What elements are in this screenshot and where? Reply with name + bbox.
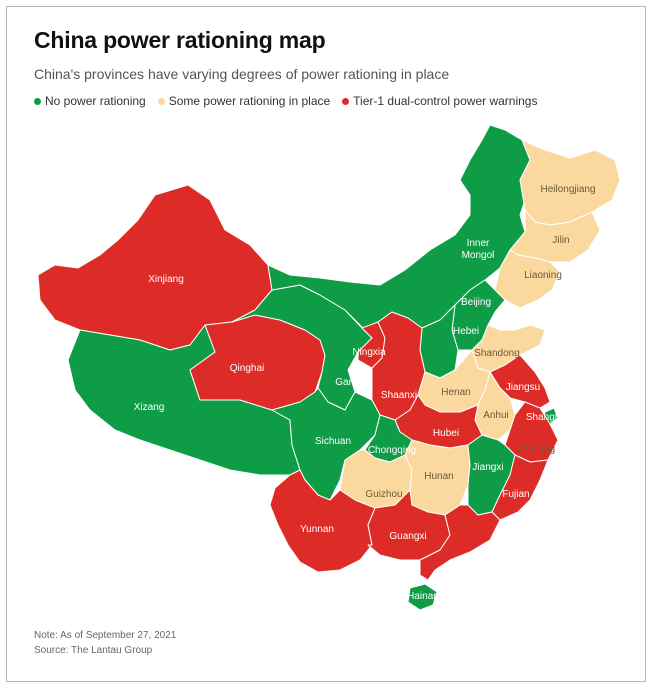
label-anhui: Anhui <box>483 410 509 421</box>
label-henan: Henan <box>441 387 470 398</box>
label-qinghai: Qinghai <box>230 363 264 374</box>
legend-item-tier1: Tier-1 dual-control power warnings <box>342 94 537 108</box>
footnote: Note: As of September 27, 2021 Source: T… <box>34 628 176 658</box>
legend-dot-some <box>157 97 165 105</box>
label-chongqing: Chongqing <box>368 445 416 456</box>
region-heilongjiang[interactable] <box>519 139 621 226</box>
label-inner-mongol-1: Inner <box>467 238 490 249</box>
label-xizang: Xizang <box>134 402 165 413</box>
label-sichuan: Sichuan <box>315 436 351 447</box>
label-jiangxi: Jiangxi <box>472 462 503 473</box>
label-shaanxi: Shaanxi <box>381 390 417 401</box>
legend-label-tier1: Tier-1 dual-control power warnings <box>353 94 538 108</box>
legend-dot-tier1 <box>342 97 350 105</box>
label-hunan: Hunan <box>424 471 453 482</box>
label-yunnan: Yunnan <box>300 524 334 535</box>
map-title: China power rationing map <box>34 27 326 53</box>
label-shandong: Shandong <box>474 348 520 359</box>
label-guangxi: Guangxi <box>389 531 426 542</box>
legend-label-some: Some power rationing in place <box>168 94 331 108</box>
label-hainan: Hainan <box>407 591 439 602</box>
label-xinjiang: Xinjiang <box>148 274 184 285</box>
map-subtitle: China's provinces have varying degrees o… <box>34 66 450 82</box>
label-inner-mongol-2: Mongol <box>462 250 495 261</box>
label-ningxia: Ningxia <box>352 347 386 358</box>
label-liaoning: Liaoning <box>524 270 562 281</box>
label-hebei: Hebei <box>453 326 479 337</box>
region-guangdong[interactable] <box>419 504 501 581</box>
label-hubei: Hubei <box>433 428 459 439</box>
legend: No power rationing Some power rationing … <box>34 94 537 108</box>
label-heilongjiang: Heilongjiang <box>540 184 595 195</box>
label-shanghai: Shanghai <box>526 412 568 423</box>
region-hainan[interactable] <box>407 583 438 611</box>
legend-dot-none <box>34 97 41 105</box>
legend-item-some: Some power rationing in place <box>157 94 331 108</box>
province-labels: Heilongjiang Jilin Liaoning Inner Mongol… <box>134 184 596 602</box>
label-zhejiang: Zhejiang <box>517 444 555 455</box>
label-guizhou: Guizhou <box>365 489 402 500</box>
label-jilin: Jilin <box>552 235 569 246</box>
label-beijing: Beijing <box>461 297 491 308</box>
label-jiangsu: Jiangsu <box>506 382 540 393</box>
legend-item-none: No power rationing <box>34 94 146 108</box>
source-text: Source: The Lantau Group <box>34 645 153 656</box>
legend-label-none: No power rationing <box>45 94 146 108</box>
region-fujian[interactable] <box>491 454 549 521</box>
label-gansu: Gansu <box>335 377 364 388</box>
label-fujian: Fujian <box>502 489 529 500</box>
note-text: Note: As of September 27, 2021 <box>34 630 177 641</box>
